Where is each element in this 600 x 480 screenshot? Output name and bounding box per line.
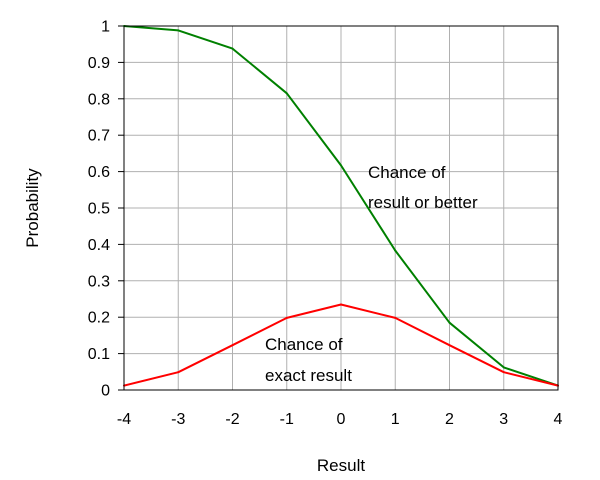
- cumulative-data-point: [502, 366, 505, 369]
- exact-data-point: [177, 371, 180, 374]
- x-tick-label: -3: [171, 411, 185, 428]
- exact-data-point: [231, 344, 234, 347]
- y-axis-title: Probability: [23, 168, 42, 248]
- y-tick-label: 0.7: [88, 128, 110, 145]
- x-tick-label: 3: [499, 411, 508, 428]
- x-tick-label: 2: [445, 411, 454, 428]
- exact-annotation-line2: exact result: [265, 366, 352, 385]
- cumulative-data-point: [231, 47, 234, 50]
- cumulative-data-point: [340, 164, 342, 167]
- x-tick-label: -4: [117, 411, 131, 428]
- exact-data-point: [448, 344, 451, 347]
- y-tick-label: 0.6: [88, 164, 110, 181]
- exact-data-point: [340, 303, 342, 306]
- exact-data-point: [285, 316, 288, 319]
- cumulative-annotation-line1: Chance of: [368, 163, 446, 182]
- exact-annotation-line1: Chance of: [265, 335, 343, 354]
- cumulative-data-point: [394, 249, 397, 252]
- y-tick-label: 0.3: [88, 273, 110, 290]
- plot-frame: [123, 25, 559, 391]
- x-tick-label: 4: [554, 411, 563, 428]
- x-axis-title: Result: [317, 456, 365, 475]
- cumulative-data-point: [448, 321, 451, 324]
- y-tick-label: 0.8: [88, 91, 110, 108]
- grid-lines: [118, 25, 559, 391]
- y-tick-labels: 0 0.1 0.2 0.3 0.4 0.5 0.6 0.7 0.8 0.9 1: [88, 19, 110, 400]
- x-tick-labels: -4 -3 -2 -1 0 1 2 3 4: [117, 411, 563, 428]
- y-tick-label: 0.4: [88, 237, 110, 254]
- exact-data-point: [502, 371, 505, 374]
- y-tick-label: 0.5: [88, 201, 110, 218]
- cumulative-data-point: [285, 92, 288, 95]
- x-tick-label: 1: [391, 411, 400, 428]
- y-tick-label: 0.9: [88, 55, 110, 72]
- y-tick-label: 1: [101, 19, 110, 36]
- series-lines: [123, 25, 559, 387]
- x-tick-label: -2: [225, 411, 239, 428]
- y-tick-label: 0.1: [88, 346, 110, 363]
- exact-data-point: [394, 316, 397, 319]
- cumulative-annotation-line2: result or better: [368, 193, 478, 212]
- y-tick-label: 0.2: [88, 310, 110, 327]
- y-tick-label: 0: [101, 383, 110, 400]
- cumulative-data-point: [177, 29, 180, 32]
- x-tick-label: 0: [337, 411, 346, 428]
- x-tick-label: -1: [280, 411, 294, 428]
